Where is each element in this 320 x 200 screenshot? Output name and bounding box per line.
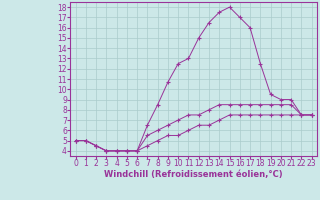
X-axis label: Windchill (Refroidissement éolien,°C): Windchill (Refroidissement éolien,°C) <box>104 170 283 179</box>
